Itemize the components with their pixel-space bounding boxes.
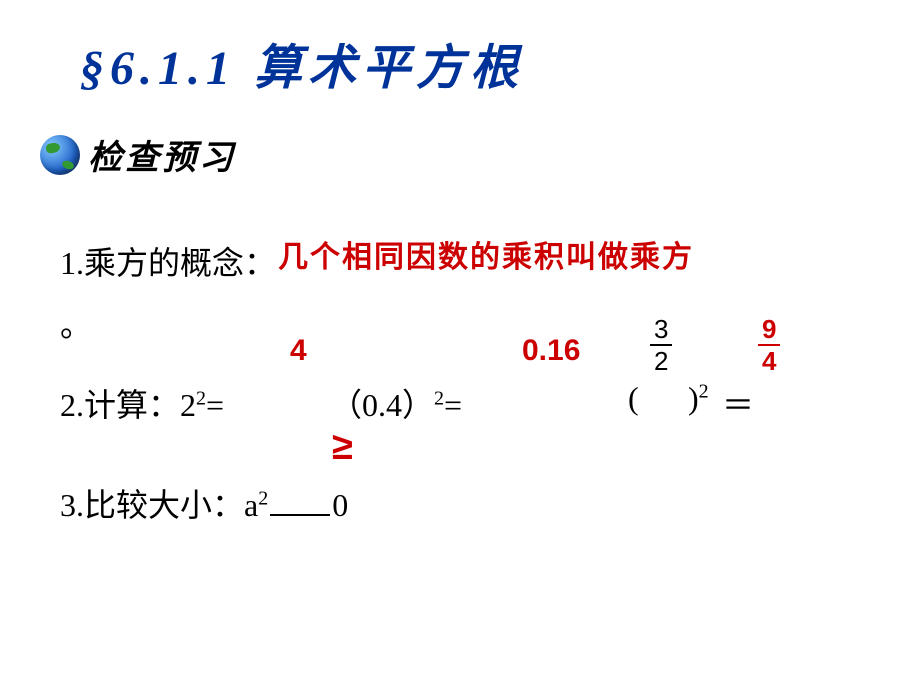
- frac-den: 2: [650, 346, 672, 374]
- q3-prefix: 3.比较大小：: [60, 487, 244, 523]
- q3-row: 3.比较大小：a2 0: [60, 480, 348, 526]
- q2-e3-paren-open: (: [628, 380, 639, 417]
- q2-e2-open: （: [330, 387, 362, 423]
- subtitle-text: 检查预习: [88, 130, 236, 179]
- q2-prefix: 2.计算：: [60, 387, 180, 423]
- q2-e3-eq: ＝: [722, 380, 754, 426]
- q2-e2-close: ）: [402, 387, 434, 423]
- q3-answer: ≥: [332, 426, 353, 469]
- q2-part1: 2.计算：22=: [60, 380, 224, 426]
- q2-e2-eq: =: [444, 387, 462, 423]
- q1-answer: 几个相同因数的乘积叫做乘方: [278, 232, 694, 276]
- q3-exp: 2: [258, 487, 268, 509]
- fraction-3-2: 3 2: [650, 316, 672, 374]
- q2-e1-eq: =: [206, 387, 224, 423]
- q2-e2-exp: 2: [434, 387, 444, 409]
- paren-close-char: ): [688, 380, 699, 416]
- q2-e3-exp: 2: [699, 380, 709, 402]
- q1-label: 1.乘方的概念：: [60, 238, 276, 284]
- q3-zero: 0: [332, 487, 348, 523]
- q3-base: a: [244, 487, 258, 523]
- q2-answer-2: 0.16: [522, 334, 580, 368]
- q2-e1-base: 2: [180, 387, 196, 423]
- q2-e3-paren-close: )2: [688, 380, 709, 417]
- subtitle-row: 检查预习: [40, 130, 236, 179]
- q1-period: 。: [60, 300, 92, 346]
- page-title: §6.1.1 算术平方根: [80, 28, 524, 98]
- frac-num: 3: [650, 316, 672, 346]
- q2-e2-val: 0.4: [362, 387, 402, 423]
- q2-answer-1: 4: [290, 334, 307, 368]
- fraction-9-4: 9 4: [758, 316, 780, 374]
- frac-num: 9: [758, 316, 780, 346]
- q3-blank: [270, 512, 330, 516]
- q2-part2: （0.4）2=: [330, 380, 462, 426]
- frac-den: 4: [758, 346, 780, 374]
- q2-e1-exp: 2: [196, 387, 206, 409]
- globe-icon: [40, 135, 80, 175]
